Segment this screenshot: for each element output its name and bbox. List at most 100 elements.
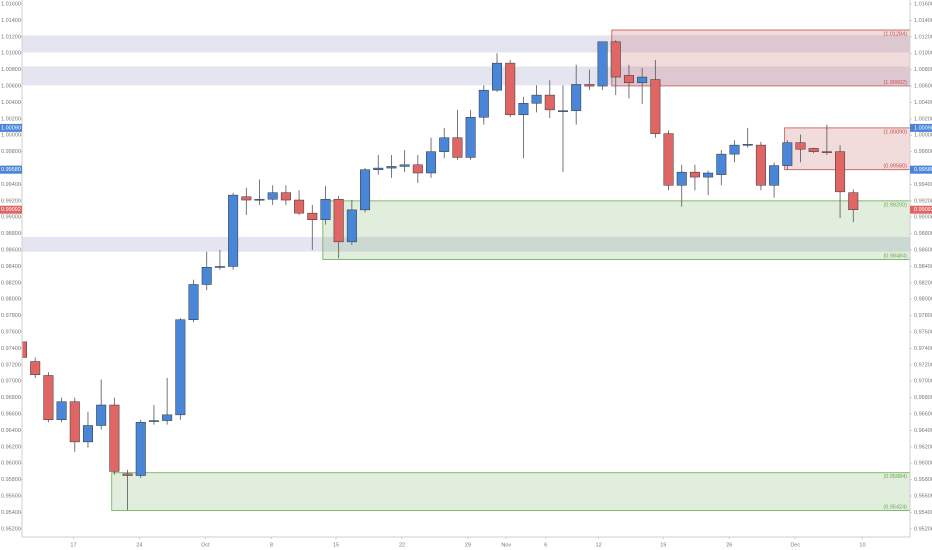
candle-body [254, 198, 265, 201]
candle-body [795, 142, 806, 150]
price-marker-label: 0.99580 [1, 167, 21, 173]
price-marker [0, 165, 22, 174]
candle-body [228, 194, 239, 267]
x-tick-label: 8 [270, 542, 273, 548]
candle-body [584, 84, 595, 87]
candle-body [333, 198, 344, 243]
candle-body [782, 142, 793, 166]
y-tick-label: 0.99800 [914, 149, 932, 155]
candle-body [478, 89, 489, 118]
y-tick-label: 0.99200 [914, 198, 932, 204]
candle-body [505, 62, 516, 116]
zone-label: (0.95424) [883, 504, 907, 510]
y-tick-label: 0.97200 [1, 362, 21, 368]
zone-label: (0.99580) [883, 164, 907, 170]
candle-body [82, 425, 93, 443]
y-tick-label: 0.97400 [914, 346, 932, 352]
candle-body [280, 192, 291, 201]
y-tick-label: 0.95800 [1, 477, 21, 483]
y-tick-label: 0.97600 [1, 329, 21, 335]
candle-body [267, 192, 278, 200]
y-tick-label: 0.97800 [1, 313, 21, 319]
y-tick-label: 0.99000 [914, 215, 932, 221]
y-tick-label: 1.01600 [1, 2, 21, 8]
y-tick-label: 0.95200 [914, 526, 932, 532]
y-tick-label: 0.99400 [1, 182, 21, 188]
y-tick-label: 0.98200 [914, 280, 932, 286]
y-tick-label: 0.98200 [1, 280, 21, 286]
y-tick-label: 1.01200 [1, 34, 21, 40]
candle-body [307, 212, 318, 220]
zone [784, 127, 910, 171]
y-tick-label: 1.01400 [1, 18, 21, 24]
candle-body [597, 41, 608, 87]
candle-body [43, 375, 54, 421]
candle-body [557, 110, 568, 112]
price-marker-label: 0.99092 [914, 207, 932, 213]
x-tick-label: 26 [726, 542, 732, 548]
candle-body [386, 166, 397, 169]
x-tick-label: 29 [465, 542, 471, 548]
y-tick-label: 1.01000 [914, 51, 932, 57]
candle-body [650, 79, 661, 134]
y-tick-label: 0.95600 [1, 493, 21, 499]
y-tick-label: 0.99800 [1, 149, 21, 155]
y-tick-label: 0.95200 [1, 526, 21, 532]
y-tick-label: 0.98000 [1, 297, 21, 303]
candle-body [703, 172, 714, 178]
y-tick-label: 1.00800 [914, 67, 932, 73]
candle-body [148, 420, 159, 422]
y-tick-label: 1.00200 [914, 116, 932, 122]
price-marker [0, 123, 22, 132]
price-marker [910, 205, 932, 214]
zone-label: (0.99200) [883, 202, 907, 208]
candle-body [531, 94, 542, 104]
candle-body [109, 404, 120, 472]
candle-body [188, 284, 199, 320]
candle-body [69, 401, 80, 443]
y-tick-label: 0.98400 [1, 264, 21, 270]
y-tick-label: 0.97800 [914, 313, 932, 319]
y-tick-label: 0.96600 [1, 411, 21, 417]
x-tick-label: 24 [136, 542, 142, 548]
candle-body [623, 75, 634, 84]
y-tick-label: 0.96200 [1, 444, 21, 450]
candle-body [755, 144, 766, 186]
plot-area [22, 29, 910, 511]
price-marker-label: 0.99092 [1, 207, 21, 213]
price-marker-label: 1.00090 [914, 125, 932, 131]
x-tick-label: 6 [544, 542, 547, 548]
y-tick-label: 0.95800 [914, 477, 932, 483]
candle-body [835, 151, 846, 193]
y-tick-label: 1.00600 [914, 84, 932, 90]
y-tick-label: 1.01200 [914, 34, 932, 40]
y-tick-label: 1.00200 [1, 116, 21, 122]
y-tick-label: 1.01400 [914, 18, 932, 24]
candle-body [22, 341, 28, 358]
x-tick-label: Oct [201, 542, 210, 548]
candle-body [30, 361, 41, 375]
candle-body [439, 137, 450, 152]
candle-body [518, 103, 529, 116]
candle-body [426, 151, 437, 174]
candle-body [571, 84, 582, 111]
candle-body [769, 165, 780, 186]
x-tick-label: 12 [596, 542, 602, 548]
y-tick-label: 0.95400 [1, 510, 21, 516]
y-tick-label: 0.98600 [1, 248, 21, 254]
y-tick-label: 0.96800 [914, 395, 932, 401]
y-tick-label: 0.95400 [914, 510, 932, 516]
candle-body [96, 404, 107, 426]
resistance-band [22, 66, 910, 86]
zone-label: (0.95884) [883, 474, 907, 480]
candle-body [821, 151, 832, 153]
candle-body [716, 153, 727, 175]
x-tick-label: 19 [660, 542, 666, 548]
candle-body [742, 144, 753, 146]
y-tick-label: 0.96000 [1, 461, 21, 467]
candle-body [465, 116, 476, 158]
y-tick-label: 0.95600 [914, 493, 932, 499]
y-tick-label: 1.01600 [914, 2, 932, 8]
